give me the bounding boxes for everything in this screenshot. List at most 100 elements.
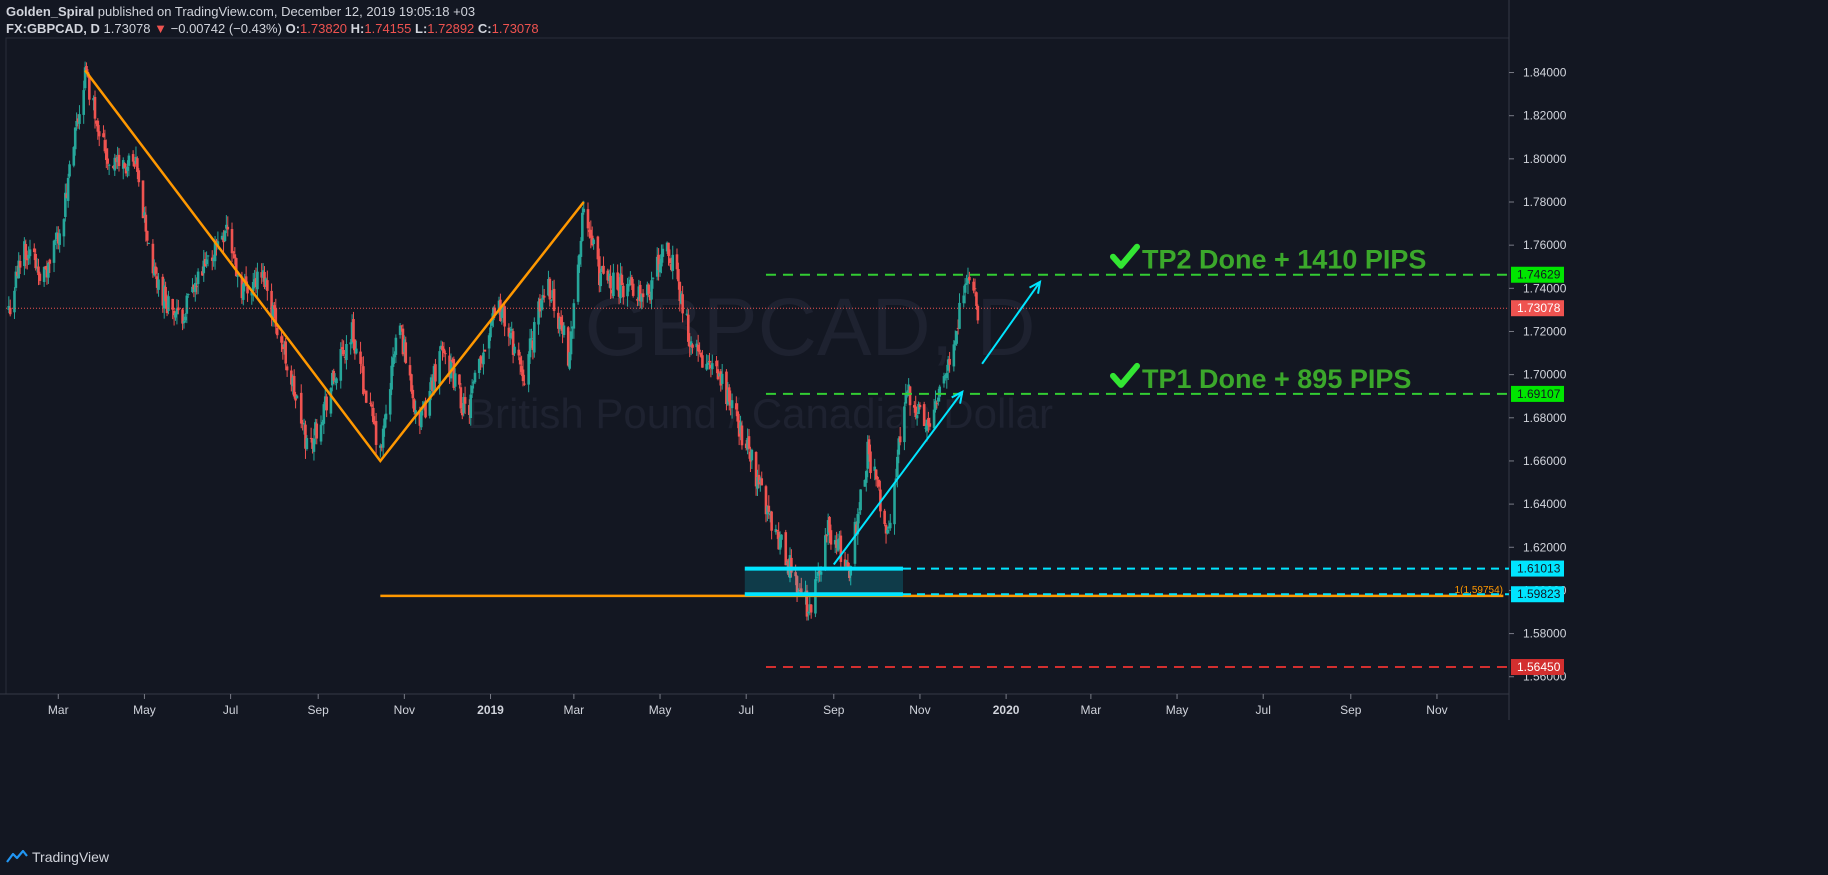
- author-name[interactable]: Golden_Spiral: [6, 4, 95, 19]
- candle: [508, 326, 512, 345]
- candle-body: [7, 306, 11, 310]
- candle-body: [589, 229, 593, 238]
- candle: [482, 343, 485, 375]
- candle: [503, 304, 506, 337]
- candle: [695, 339, 699, 356]
- candle-body: [648, 294, 652, 301]
- candle: [143, 206, 146, 223]
- candle: [768, 510, 772, 523]
- candle-body: [785, 562, 789, 564]
- time-axis[interactable]: Mar May Jul Sep Nov 2019 Mar May Jul Sep Nov 2020 Ma…: [48, 694, 1448, 717]
- candle-body: [280, 336, 283, 343]
- candle-body: [622, 285, 625, 298]
- candle: [756, 469, 759, 497]
- tradingview-logo[interactable]: TradingView: [6, 849, 109, 865]
- candle-body: [34, 253, 37, 269]
- candle: [393, 351, 396, 364]
- candle-body: [638, 284, 642, 302]
- candle-body: [846, 562, 850, 568]
- candle-body: [767, 505, 771, 513]
- candle-body: [126, 166, 129, 171]
- candle: [675, 248, 679, 280]
- candle: [914, 395, 918, 420]
- candle: [640, 293, 643, 310]
- candle-body: [670, 264, 673, 270]
- candle-body: [739, 422, 742, 434]
- candle-body: [848, 570, 851, 578]
- candle-body: [962, 295, 966, 304]
- drawings[interactable]: 1(1.59754) TP2 Done + 1410 PIPS TP1 Done +…: [6, 69, 1509, 669]
- candle: [698, 342, 701, 355]
- candle-body: [175, 308, 179, 315]
- candle: [863, 479, 867, 487]
- candle-body: [609, 275, 612, 289]
- candle-body: [897, 438, 901, 455]
- candle-body: [975, 292, 978, 306]
- candle: [145, 230, 149, 246]
- candle-body: [203, 259, 207, 267]
- candle-body: [309, 437, 313, 439]
- candle-body: [612, 272, 615, 297]
- candle: [25, 250, 29, 270]
- candle-body: [710, 363, 714, 370]
- symbol-name[interactable]: FX:GBPCAD, D: [6, 21, 100, 36]
- candle: [62, 218, 66, 247]
- candle-body: [819, 571, 823, 575]
- candle: [16, 265, 19, 279]
- candle-body: [617, 287, 621, 297]
- candle-body: [400, 325, 403, 327]
- candle: [339, 342, 343, 389]
- candle: [345, 335, 348, 370]
- price-axis[interactable]: 1.560001.580001.600001.620001.640001.660…: [1509, 66, 1567, 684]
- time-tick-label: May: [1166, 703, 1189, 717]
- candle: [770, 510, 773, 540]
- candle: [442, 342, 446, 358]
- candle: [147, 242, 150, 245]
- candle-body: [325, 396, 328, 411]
- candle: [291, 374, 295, 395]
- candle: [719, 369, 723, 392]
- candle: [388, 382, 392, 422]
- candle: [736, 403, 740, 429]
- candle-body: [222, 237, 225, 243]
- time-tick-label: Mar: [48, 703, 69, 717]
- candle-body: [441, 346, 444, 350]
- candle-body: [705, 363, 708, 370]
- candle: [181, 307, 184, 331]
- candle-body: [56, 233, 60, 244]
- candle: [867, 435, 871, 462]
- candle: [165, 294, 169, 317]
- candle: [314, 418, 317, 445]
- candle: [47, 261, 50, 284]
- candle: [323, 388, 327, 411]
- candle: [596, 235, 600, 267]
- candle-body: [157, 279, 160, 290]
- candle: [295, 394, 299, 399]
- candle: [747, 428, 751, 459]
- candle-body: [677, 269, 680, 282]
- candle-body: [414, 410, 417, 414]
- chart-frame: [0, 0, 1510, 720]
- candle-body: [261, 270, 265, 278]
- candle-body: [393, 354, 396, 358]
- time-tick-label: Nov: [909, 703, 930, 717]
- time-tick-label: May: [133, 703, 156, 717]
- candle: [14, 265, 18, 292]
- candle-body: [342, 349, 345, 355]
- candle-body: [815, 576, 819, 578]
- candle-body: [596, 236, 600, 260]
- candle: [133, 160, 136, 169]
- candle: [737, 413, 741, 446]
- candle-body: [401, 328, 405, 355]
- candle: [631, 278, 635, 298]
- candle-body: [709, 364, 713, 369]
- candle-body: [489, 327, 492, 338]
- candle-body: [829, 530, 833, 545]
- candle: [527, 351, 530, 393]
- candle-body: [291, 377, 295, 387]
- candle-body: [799, 588, 803, 596]
- symbol-legend: FX:GBPCAD, D 1.73078 ▼ −0.00742 (−0.43%)…: [6, 21, 539, 36]
- candle-body: [329, 388, 333, 414]
- candle: [411, 385, 415, 409]
